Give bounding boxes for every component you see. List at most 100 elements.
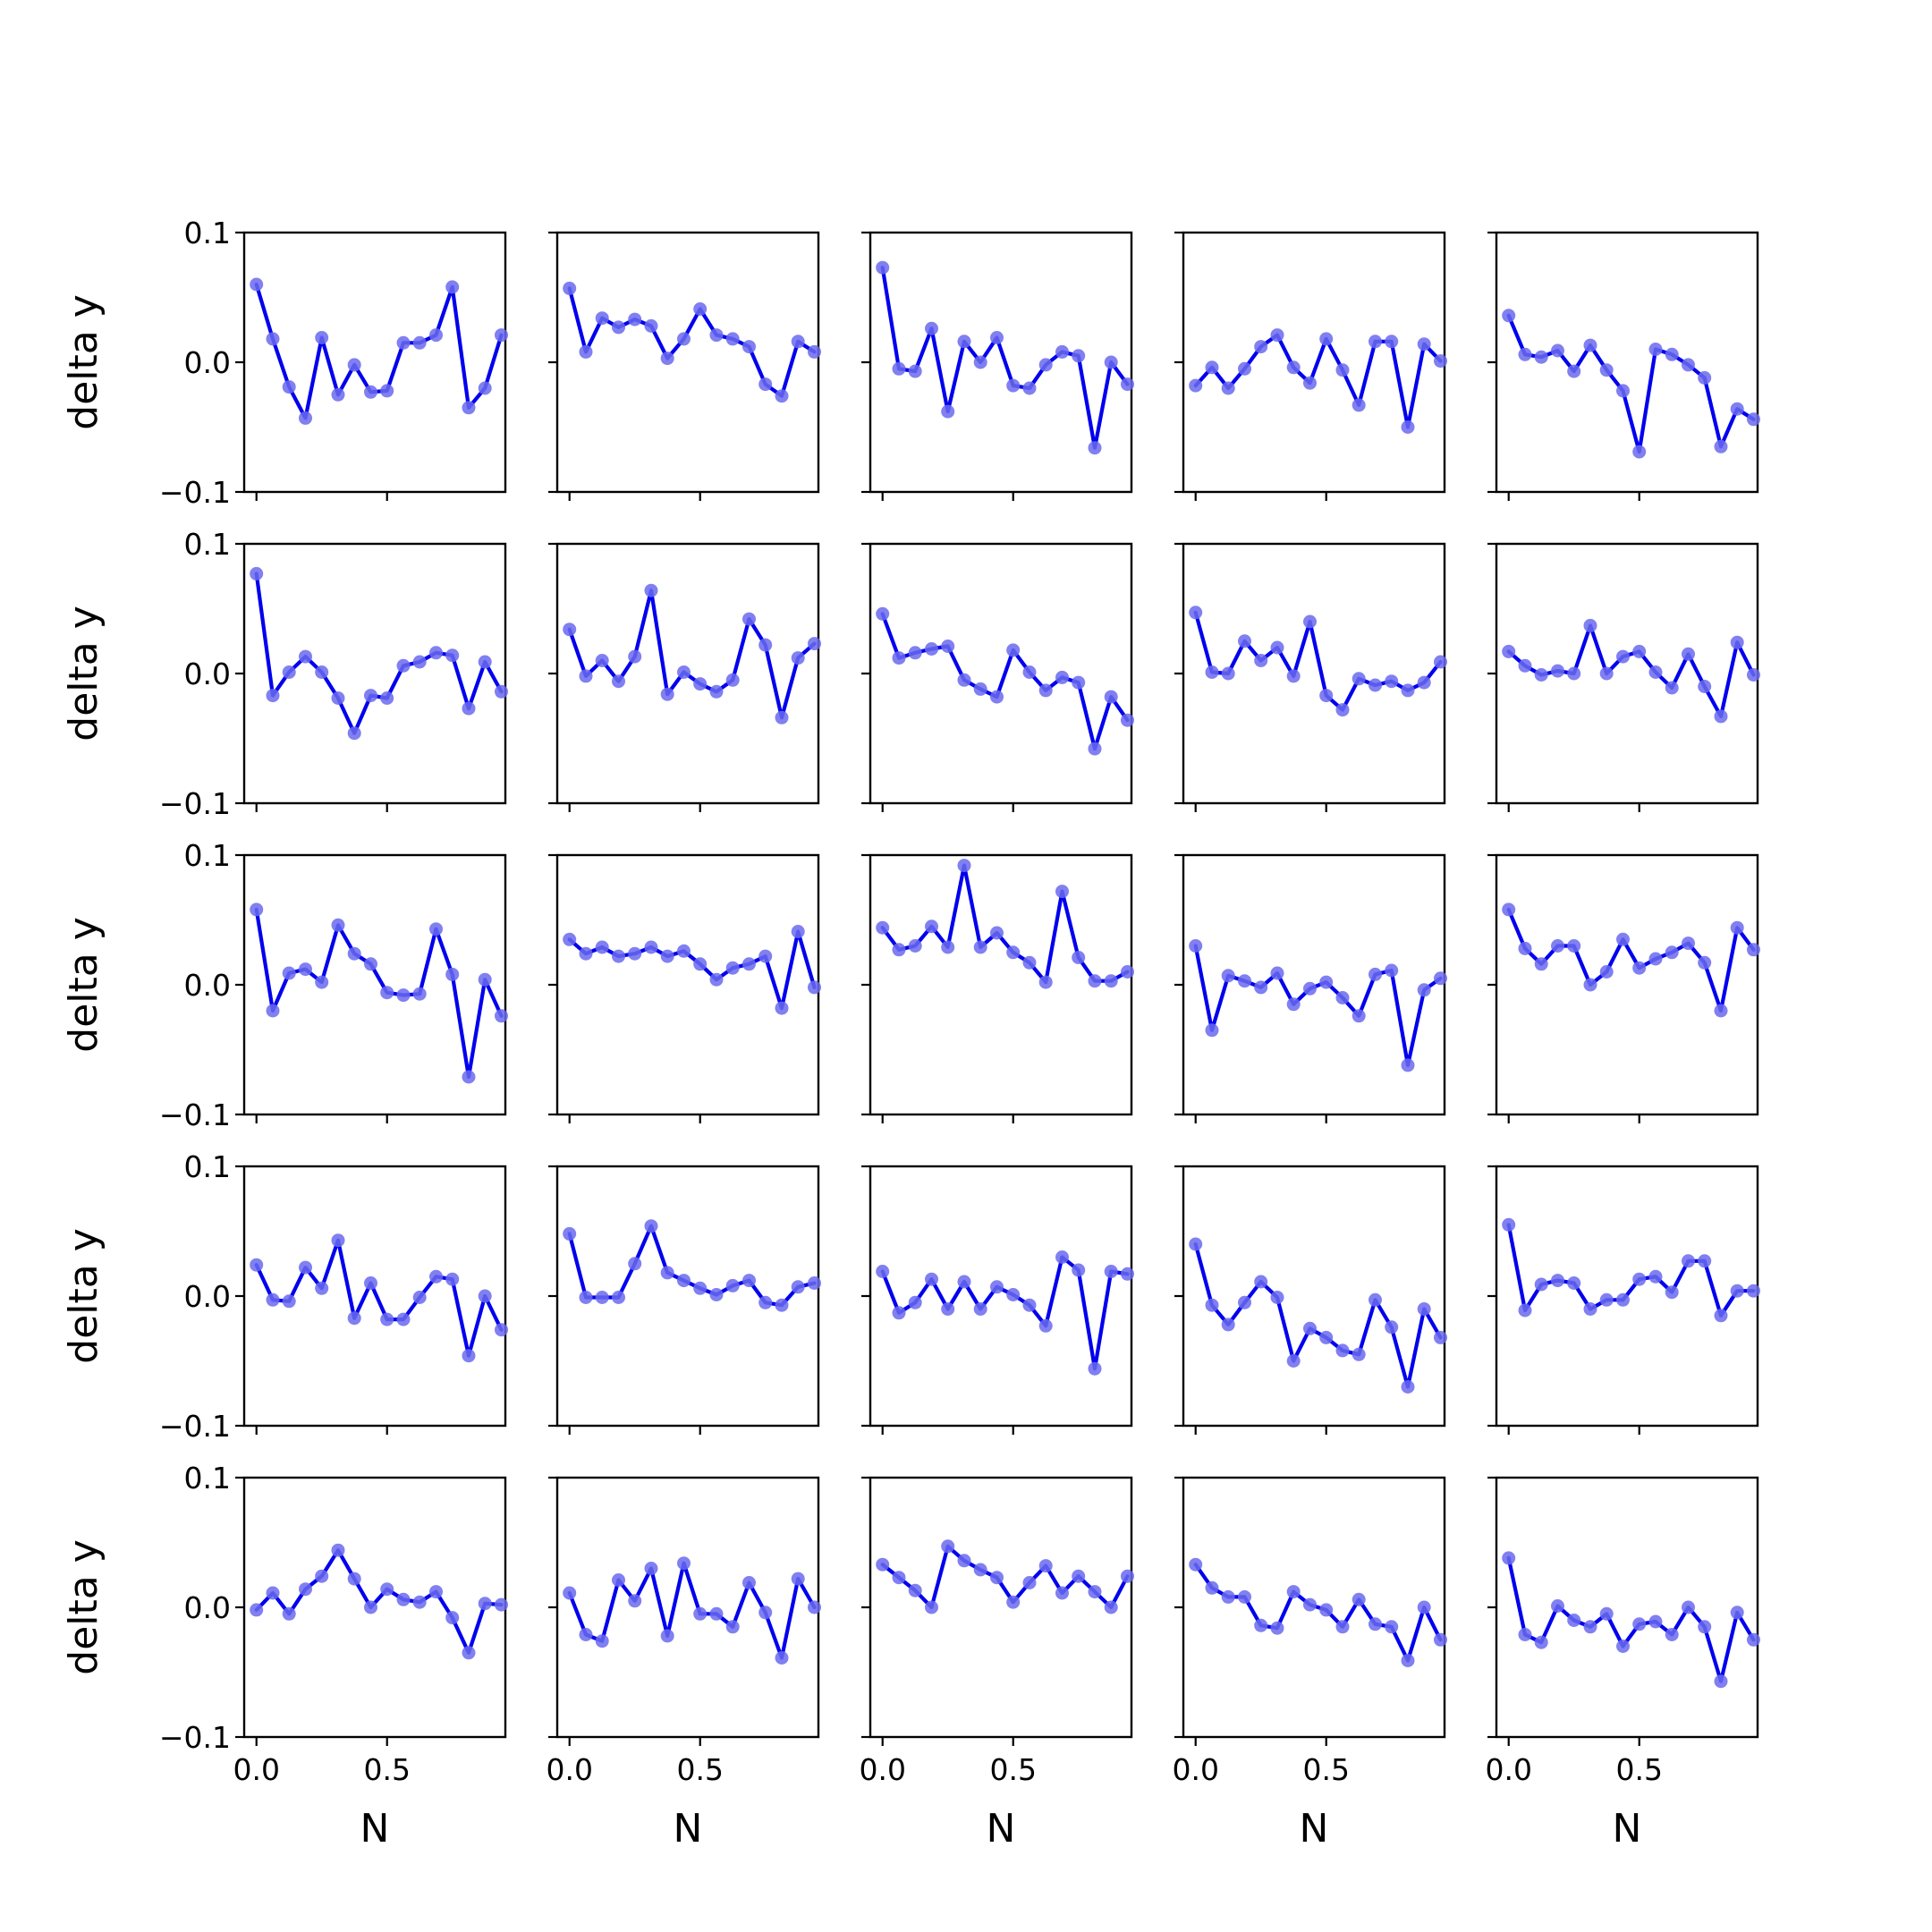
- panel-r3-c4: [1487, 1165, 1760, 1435]
- data-point: [1632, 644, 1647, 658]
- data-point: [693, 1281, 708, 1295]
- data-point: [808, 637, 821, 651]
- data-point: [941, 940, 955, 954]
- panel-r4-c3: 0.0 0.5 N: [1172, 1476, 1447, 1852]
- x-axis-label: N: [1300, 1806, 1329, 1852]
- series-line: [1193, 944, 1443, 1068]
- panel-r0-c1: [548, 231, 821, 501]
- data-point: [1205, 360, 1219, 375]
- data-point: [1072, 1263, 1086, 1277]
- data-point: [1238, 974, 1251, 988]
- panel-r3-c3: [1174, 1165, 1447, 1435]
- data-point: [1534, 350, 1548, 364]
- data-point: [925, 1600, 938, 1614]
- data-point: [1551, 939, 1564, 953]
- panel-r0-c4: [1487, 231, 1760, 501]
- data-point: [595, 1291, 609, 1304]
- data-point: [299, 962, 312, 977]
- data-point: [1401, 1380, 1415, 1394]
- data-point: [1682, 1600, 1695, 1614]
- panel-r2-c2: [861, 853, 1134, 1123]
- data-point: [412, 655, 427, 669]
- data-point: [1698, 680, 1712, 693]
- data-point: [1368, 678, 1382, 692]
- data-point: [725, 673, 740, 687]
- series-line: [1193, 333, 1443, 429]
- series-line: [567, 929, 817, 1011]
- data-point: [775, 1001, 789, 1015]
- data-point: [282, 665, 296, 679]
- x-tick-label: 0.5: [1302, 1752, 1349, 1787]
- data-point: [364, 1600, 377, 1614]
- data-point: [742, 1274, 756, 1288]
- data-point: [1551, 1274, 1564, 1288]
- data-point: [396, 1312, 411, 1326]
- y-tick-label: 0.0: [184, 657, 231, 691]
- data-point: [1417, 983, 1431, 997]
- data-point: [925, 919, 938, 934]
- y-tick-label: 0.1: [184, 838, 231, 873]
- series-line: [880, 266, 1130, 450]
- data-point: [1072, 951, 1086, 964]
- data-point: [380, 384, 394, 398]
- y-axis-label: delta y: [61, 917, 106, 1052]
- data-point: [876, 260, 890, 275]
- data-point: [1648, 1614, 1663, 1629]
- data-point: [677, 332, 691, 346]
- data-point: [1072, 349, 1086, 363]
- data-point: [1518, 658, 1532, 673]
- data-point: [1401, 683, 1415, 698]
- data-point: [1006, 643, 1021, 657]
- data-point: [1616, 1292, 1630, 1307]
- data-point: [315, 665, 329, 679]
- y-tick-label: −0.1: [159, 1720, 231, 1755]
- data-point: [1698, 1254, 1712, 1268]
- data-point: [775, 1298, 789, 1312]
- data-point: [364, 957, 377, 971]
- data-point: [347, 726, 361, 741]
- data-point: [1205, 1298, 1219, 1312]
- data-point: [1368, 1292, 1382, 1307]
- data-point: [1682, 936, 1695, 951]
- data-point: [957, 1275, 971, 1289]
- y-tick-label: 0.1: [184, 1149, 231, 1184]
- data-point: [1072, 1569, 1086, 1583]
- data-point: [973, 682, 987, 696]
- y-axis-label: delta y: [61, 1228, 106, 1363]
- data-point: [1303, 1321, 1317, 1335]
- data-point: [1534, 668, 1548, 682]
- data-point: [347, 358, 361, 372]
- data-point: [1551, 343, 1564, 358]
- data-point: [445, 1611, 460, 1625]
- data-point: [1385, 674, 1399, 689]
- data-point: [478, 972, 492, 987]
- y-tick-label: 0.1: [184, 1461, 231, 1496]
- y-tick-label: 0.1: [184, 527, 231, 562]
- data-point: [1238, 361, 1251, 376]
- data-point: [742, 957, 756, 971]
- data-point: [1714, 709, 1728, 724]
- data-point: [612, 1291, 625, 1304]
- data-point: [1038, 975, 1053, 989]
- data-point: [563, 623, 577, 637]
- data-point: [925, 1272, 938, 1286]
- data-point: [1534, 1277, 1548, 1292]
- data-point: [892, 1571, 906, 1585]
- data-point: [250, 902, 264, 917]
- data-point: [725, 1278, 740, 1292]
- data-point: [1502, 1217, 1516, 1232]
- data-point: [1583, 618, 1597, 632]
- data-point: [1434, 971, 1447, 986]
- data-point: [1368, 335, 1382, 349]
- data-point: [908, 939, 922, 953]
- data-point: [462, 401, 476, 415]
- panel-r2-c0: −0.1 0.0 0.1 delta y: [61, 838, 508, 1132]
- data-point: [758, 1606, 773, 1620]
- data-point: [563, 1226, 577, 1241]
- panel-r1-c3: [1174, 542, 1447, 812]
- data-point: [1616, 384, 1630, 398]
- data-point: [1385, 335, 1399, 349]
- data-point: [1583, 338, 1597, 352]
